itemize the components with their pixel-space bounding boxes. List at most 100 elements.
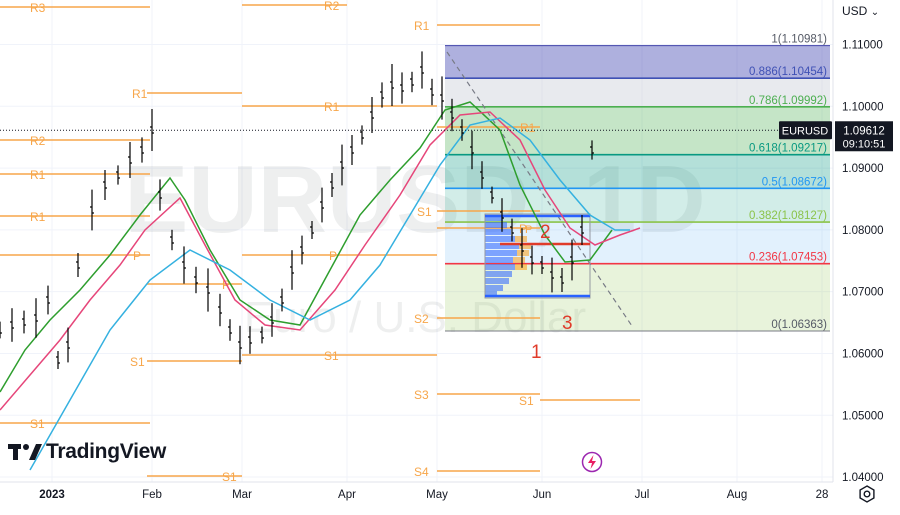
pivot-label: P — [519, 222, 527, 236]
pivot-label: S2 — [414, 312, 429, 326]
volume-profile-bar — [485, 222, 507, 228]
time-tick-label: May — [426, 489, 448, 501]
tradingview-logo-icon — [8, 444, 42, 460]
price-tick-label: 1.05000 — [842, 410, 884, 422]
pivot-label: R3 — [30, 1, 46, 15]
volume-profile-bar — [485, 278, 509, 284]
ema-slow-line — [29, 117, 630, 471]
last-price-value: 1.09612 — [843, 125, 885, 137]
price-axis-background — [833, 0, 900, 510]
grid-lines — [0, 0, 833, 482]
pivot-label: S1 — [130, 355, 145, 369]
wave-label: 2 — [540, 222, 551, 243]
time-axis: 2023 Feb Mar Apr May Jun Jul Aug 28 — [0, 481, 900, 510]
volume-profile-bar — [485, 250, 517, 256]
ema-fast-line — [0, 101, 613, 393]
price-axis: 1.11000 1.10000 1.09000 1.08000 1.07000 1.060… — [779, 0, 900, 510]
pivot-label: S1 — [519, 394, 534, 408]
time-tick-label: Jun — [533, 489, 552, 501]
time-tick-label: 28 — [816, 489, 829, 501]
fib-zone — [445, 154, 830, 189]
gear-icon[interactable] — [857, 484, 877, 504]
volume-profile-bar — [485, 215, 503, 221]
time-tick-label: 2023 — [39, 489, 65, 501]
time-tick-label: Apr — [338, 489, 356, 501]
fib-level-label: 0.236(1.07453) — [749, 252, 827, 264]
pivot-label: P — [133, 249, 141, 263]
volume-profile-bar — [485, 236, 515, 242]
currency-selector[interactable]: USD ⌄ — [842, 4, 879, 18]
wave-annotations: 1 2 3 — [531, 222, 573, 363]
ema-mid-line — [0, 111, 641, 411]
time-axis-background — [0, 482, 900, 510]
pivot-label: R1 — [324, 100, 340, 114]
volume-profile-box — [484, 213, 591, 299]
volume-profile-bar — [485, 285, 503, 291]
volume-profile-bar — [515, 236, 527, 242]
volume-profile: P — [484, 213, 591, 299]
fib-level-label: 0(1.06363) — [771, 319, 827, 331]
price-tick-label: 1.07000 — [842, 287, 884, 299]
pivot-label: R1 — [132, 87, 148, 101]
fib-level-label: 0.886(1.10454) — [749, 66, 827, 78]
fib-level-label: 0.786(1.09992) — [749, 95, 827, 107]
volume-profile-bar — [485, 264, 515, 270]
pivot-label: R1 — [30, 168, 46, 182]
time-tick-label: Jul — [635, 489, 650, 501]
fib-level-label: 1(1.10981) — [771, 34, 827, 46]
pivot-label: S1 — [30, 417, 45, 431]
tradingview-logo[interactable]: TradingView — [8, 440, 166, 464]
price-bars — [0, 51, 594, 369]
pivot-label: R2 — [324, 0, 340, 13]
time-tick-label: Aug — [727, 489, 747, 501]
symbol-tag-label: EURUSD — [782, 125, 829, 137]
price-tick-label: 1.04000 — [842, 472, 884, 484]
wave-label: 3 — [562, 313, 573, 334]
fib-zone — [445, 78, 830, 107]
last-price-tag — [835, 121, 893, 152]
trend-line — [446, 51, 633, 327]
volume-profile-bar — [515, 264, 527, 270]
fib-level-label: 0.5(1.08672) — [762, 176, 827, 188]
time-tick-label: Feb — [142, 489, 162, 501]
volume-profile-bar — [485, 229, 511, 235]
fib-level-label: 0.382(1.08127) — [749, 210, 827, 222]
volume-profile-label: P — [525, 224, 532, 236]
volume-profile-bar — [513, 257, 525, 263]
volume-profile-bar — [485, 291, 497, 297]
volume-profile-bar — [517, 250, 529, 256]
volume-profile-bar — [519, 243, 531, 249]
lightning-icon[interactable] — [581, 451, 603, 473]
pivot-label: P — [329, 249, 337, 263]
fib-zone — [445, 45, 830, 79]
pivot-label: R1 — [520, 121, 536, 135]
currency-label: USD — [842, 4, 868, 18]
logo-text: TradingView — [46, 440, 167, 463]
pivot-label: S4 — [414, 465, 429, 479]
pivot-label: S1 — [222, 470, 237, 484]
pivot-label: R1 — [414, 19, 430, 33]
fib-level-label: 0.618(1.09217) — [749, 143, 827, 155]
bar-countdown: 09:10:51 — [843, 138, 886, 150]
price-tick-label: 1.09000 — [842, 163, 884, 175]
chevron-down-icon: ⌄ — [870, 7, 880, 18]
time-tick-label: Mar — [232, 489, 252, 501]
price-tick-label: 1.06000 — [842, 348, 884, 360]
wave-label: 1 — [531, 342, 542, 363]
pivot-label: R1 — [30, 210, 46, 224]
volume-profile-bar — [485, 271, 512, 277]
pivot-label: S1 — [417, 205, 432, 219]
pivot-label: S1 — [324, 349, 339, 363]
price-tick-label: 1.11000 — [842, 39, 883, 51]
volume-profile-bar — [485, 257, 513, 263]
price-tick-label: 1.08000 — [842, 225, 884, 237]
price-tick-label: 1.10000 — [842, 101, 884, 113]
pivot-label: S3 — [414, 388, 429, 402]
pivot-label: R2 — [30, 134, 46, 148]
volume-profile-bar — [485, 243, 519, 249]
symbol-tag — [779, 121, 832, 140]
